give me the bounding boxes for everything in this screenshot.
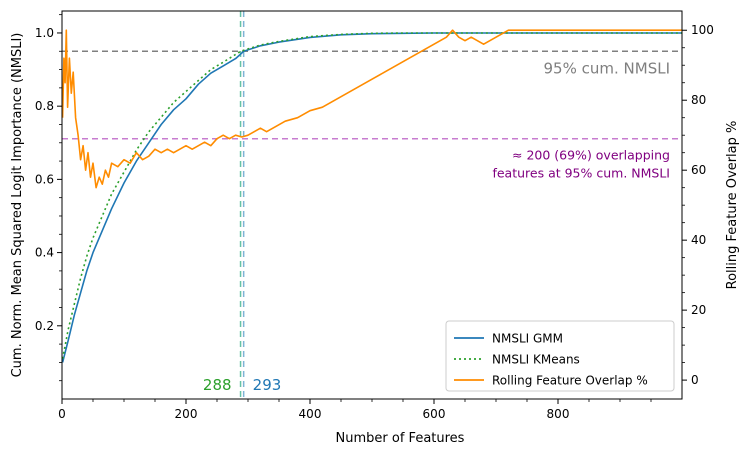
y-right-tick-label: 80 [691,93,706,107]
x-tick-label: 200 [175,407,198,421]
y-right-tick-label: 100 [691,23,714,37]
y-left-tick-label: 0.6 [35,172,54,186]
y-left-tick-label: 0.8 [35,99,54,113]
legend-box [445,320,675,392]
legend-label-1: NMSLI KMeans [492,353,580,367]
y-right-tick-label: 60 [691,163,706,177]
x-axis-label: Number of Features [336,431,465,446]
y-right-tick-label: 0 [691,373,699,387]
legend-label-0: NMSLI GMM [492,332,563,346]
series-line-1 [62,32,682,359]
plot-layer [62,11,682,399]
hline-label-overlap-1: features at 95% cum. NMSLI [492,166,670,181]
hline-label-overlap-0: ≈ 200 (69%) overlapping [512,148,670,163]
series-line-2 [62,29,682,189]
x-tick-label: 0 [58,407,66,421]
legend-items: NMSLI GMM NMSLI KMeans Rolling Feature Ove… [454,332,648,388]
x-tick-label: 800 [547,407,570,421]
y-left-tick-label: 0.2 [35,319,54,333]
y-right-tick-label: 20 [691,303,706,317]
y-left-tick-label: 0.4 [35,246,54,260]
hline-label-nmsli: 95% cum. NMSLI [544,59,670,77]
x-tick-label: 600 [423,407,446,421]
legend-label-2: Rolling Feature Overlap % [492,374,648,388]
y-right-tick-label: 40 [691,233,706,247]
vline-label-288: 288 [203,376,232,394]
axis-layer: 288 293 95% cum. NMSLI ≈ 200 (69%) overlapp… [35,14,714,421]
vline-label-293: 293 [253,376,282,394]
x-tick-label: 400 [299,407,322,421]
y-axis-right-label: Rolling Feature Overlap % [725,121,740,290]
y-axis-left-label: Cum. Norm. Mean Squared Logit Importance… [10,33,25,378]
legend: NMSLI GMM NMSLI KMeans Rolling Feature Ove… [445,320,675,392]
y-left-tick-label: 1.0 [35,26,54,40]
series-line-0 [62,32,682,363]
